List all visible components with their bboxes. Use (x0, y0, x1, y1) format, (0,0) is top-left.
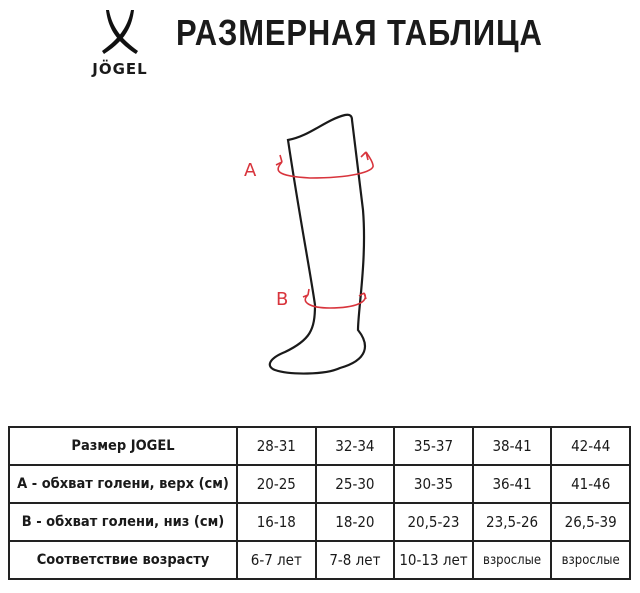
table-row: B - обхват голени, низ (см) 16-18 18-20 … (8, 502, 631, 542)
sock-diagram: A B (244, 113, 374, 375)
cell: 23,5-26 (471, 502, 553, 542)
jogel-logo-icon (102, 10, 138, 54)
cell: 28-31 (236, 426, 317, 466)
label-b: B (276, 289, 288, 310)
size-table: Размер JOGEL 28-31 32-34 35-37 38-41 42-… (8, 426, 631, 580)
measure-a (275, 151, 374, 179)
logo-text: JÖGEL (92, 60, 148, 78)
cell: 42-44 (550, 426, 631, 466)
row-label: B - обхват голени, низ (см) (8, 502, 238, 542)
cell: 20,5-23 (393, 502, 474, 542)
row-label: Соответствие возрасту (8, 540, 238, 580)
cell: 10-13 лет (393, 540, 474, 580)
table-row: A - обхват голени, верх (см) 20-25 25-30… (8, 464, 631, 504)
cell: 36-41 (471, 464, 553, 504)
table-row: Размер JOGEL 28-31 32-34 35-37 38-41 42-… (8, 426, 631, 466)
label-a: A (244, 160, 257, 181)
cell: 6-7 лет (236, 540, 317, 580)
cell: 20-25 (236, 464, 317, 504)
cell: 16-18 (236, 502, 317, 542)
cell: 38-41 (471, 426, 553, 466)
cell: 25-30 (314, 464, 396, 504)
row-label: A - обхват голени, верх (см) (8, 464, 238, 504)
jogel-logo: JÖGEL (78, 6, 162, 82)
cell: 7-8 лет (314, 540, 396, 580)
cell: 18-20 (314, 502, 396, 542)
cell: 35-37 (393, 426, 474, 466)
page-title: РАЗМЕРНАЯ ТАБЛИЦА (176, 12, 543, 53)
cell: взрослые (471, 540, 553, 580)
sock-outline (268, 113, 367, 375)
cell: 30-35 (393, 464, 474, 504)
cell: 26,5-39 (550, 502, 631, 542)
row-label: Размер JOGEL (8, 426, 238, 466)
cell: 32-34 (314, 426, 396, 466)
table-row: Соответствие возрасту 6-7 лет 7-8 лет 10… (8, 540, 631, 580)
measure-b (302, 288, 367, 309)
cell: взрослые (550, 540, 631, 580)
cell: 41-46 (550, 464, 631, 504)
